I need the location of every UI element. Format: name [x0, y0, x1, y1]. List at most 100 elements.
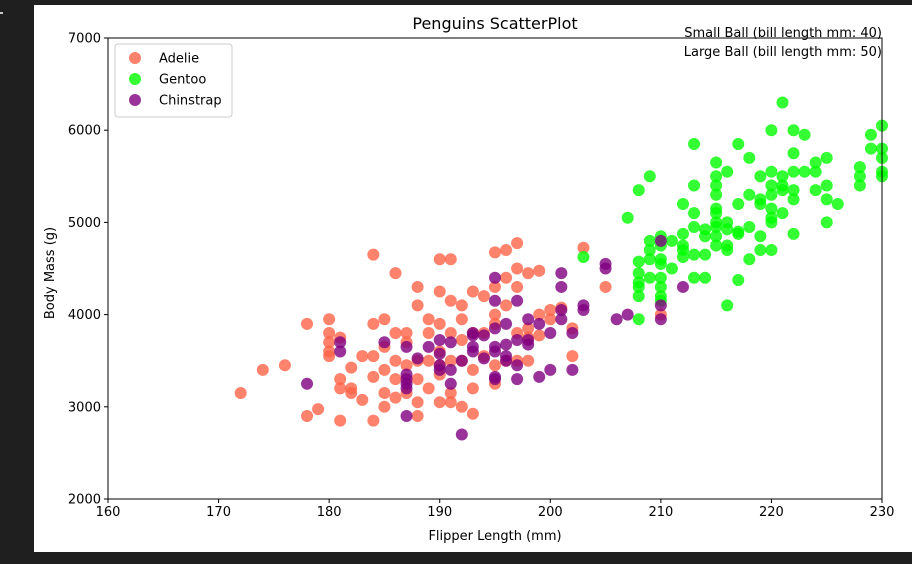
data-point-gentoo [765, 179, 778, 192]
y-tick-label: 3000 [68, 400, 101, 415]
data-point-gentoo [787, 165, 800, 178]
data-point-chinstrap [577, 299, 590, 312]
data-point-gentoo [710, 170, 723, 183]
y-tick-label: 7000 [68, 32, 101, 47]
series-chinstrap [301, 234, 689, 441]
x-tick-label: 230 [870, 505, 895, 520]
data-point-chinstrap [400, 410, 413, 423]
data-point-gentoo [688, 221, 701, 234]
data-point-gentoo [754, 230, 767, 243]
data-point-gentoo [632, 313, 645, 326]
data-point-adelie [389, 327, 402, 340]
x-tick-label: 200 [538, 505, 563, 520]
data-point-gentoo [732, 197, 745, 210]
data-point-adelie [411, 373, 424, 386]
data-point-chinstrap [489, 322, 501, 335]
data-point-adelie [323, 336, 336, 349]
data-point-gentoo [853, 170, 866, 183]
data-point-gentoo [787, 193, 800, 206]
data-point-chinstrap [400, 340, 413, 353]
data-point-adelie [511, 237, 524, 250]
x-tick-label: 180 [317, 505, 342, 520]
data-point-gentoo [787, 147, 800, 160]
data-point-adelie [444, 294, 457, 307]
data-point-gentoo [743, 188, 756, 201]
data-point-gentoo [577, 250, 590, 263]
data-point-gentoo [798, 128, 811, 141]
series-gentoo [577, 96, 888, 326]
data-point-adelie [444, 253, 457, 266]
data-point-gentoo [765, 244, 778, 257]
data-point-chinstrap [489, 294, 501, 307]
data-point-gentoo [643, 253, 656, 266]
data-point-adelie [411, 410, 424, 423]
data-point-chinstrap [489, 271, 501, 284]
data-point-gentoo [820, 216, 833, 229]
data-point-adelie [411, 299, 424, 312]
data-point-chinstrap [511, 294, 524, 307]
data-point-gentoo [643, 244, 656, 257]
data-point-adelie [489, 246, 501, 259]
data-point-adelie [367, 317, 380, 330]
points-layer [234, 96, 888, 441]
data-point-adelie [544, 313, 557, 326]
data-point-gentoo [621, 211, 634, 224]
data-point-gentoo [754, 193, 767, 206]
x-tick-label: 220 [759, 505, 784, 520]
y-axis-label: Body Mass (g) [43, 227, 58, 319]
data-point-chinstrap [455, 354, 468, 367]
data-point-gentoo [776, 207, 789, 220]
data-point-chinstrap [555, 303, 568, 316]
data-point-adelie [444, 386, 457, 399]
data-point-chinstrap [544, 363, 557, 376]
data-point-adelie [466, 382, 479, 395]
data-point-chinstrap [533, 370, 546, 383]
data-point-adelie [356, 350, 369, 363]
data-point-adelie [455, 400, 468, 413]
x-tick-label: 190 [427, 505, 452, 520]
data-point-adelie [301, 317, 314, 330]
data-point-adelie [455, 313, 468, 326]
data-point-gentoo [643, 234, 656, 247]
data-point-adelie [367, 350, 380, 363]
data-point-chinstrap [422, 340, 435, 353]
data-point-gentoo [864, 128, 877, 141]
data-point-gentoo [765, 188, 778, 201]
data-point-adelie [433, 317, 446, 330]
data-point-chinstrap [500, 317, 513, 330]
data-point-chinstrap [301, 377, 314, 390]
data-point-chinstrap [544, 327, 557, 340]
data-point-adelie [345, 361, 358, 374]
data-point-chinstrap [511, 373, 524, 386]
data-point-adelie [334, 373, 347, 386]
data-point-gentoo [732, 138, 745, 151]
data-point-adelie [334, 382, 347, 395]
x-tick-label: 160 [96, 505, 121, 520]
data-point-adelie [389, 373, 402, 386]
data-point-adelie [455, 333, 468, 346]
data-point-gentoo [654, 271, 667, 284]
data-point-chinstrap [444, 377, 457, 390]
data-point-adelie [256, 363, 269, 376]
data-point-gentoo [754, 170, 767, 183]
x-axis-label: Flipper Length (mm) [428, 529, 561, 544]
data-point-gentoo [809, 165, 822, 178]
data-point-adelie [323, 345, 336, 358]
data-point-adelie [433, 285, 446, 298]
data-point-adelie [367, 370, 380, 383]
data-point-gentoo [710, 202, 723, 215]
y-tick-label: 2000 [68, 493, 101, 508]
data-point-chinstrap [466, 340, 479, 353]
scatter-chart: 160 170 180 190 200 210 220 230 2000 3000 4000 5000… [43, 14, 895, 544]
data-point-gentoo [688, 207, 701, 220]
data-point-chinstrap [500, 338, 513, 351]
data-point-gentoo [787, 227, 800, 240]
data-point-gentoo [643, 271, 656, 284]
data-point-gentoo [721, 216, 734, 229]
data-point-chinstrap [489, 340, 501, 353]
data-point-gentoo [820, 193, 833, 206]
data-point-chinstrap [466, 327, 479, 340]
data-point-chinstrap [444, 363, 457, 376]
chart-title: Penguins ScatterPlot [412, 14, 577, 33]
data-point-chinstrap [455, 428, 468, 441]
